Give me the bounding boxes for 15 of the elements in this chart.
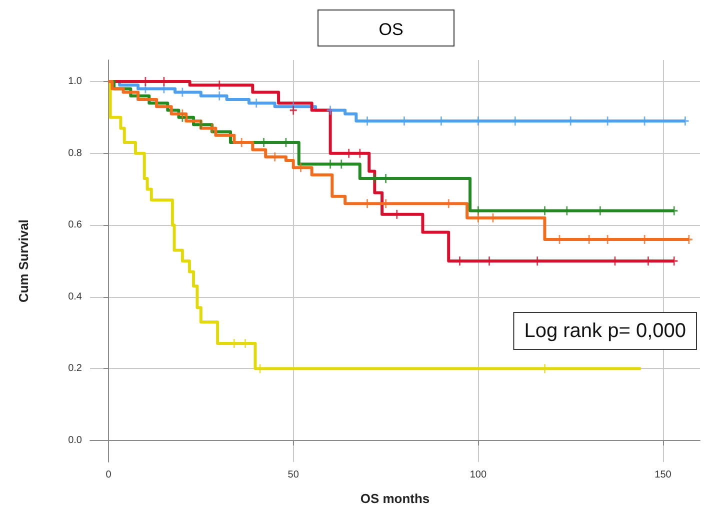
annotation: Log rank p= 0,000 [524,320,686,342]
x-tick-label: 50 [288,470,300,480]
y-tick-label: 0.4 [68,291,82,302]
x-tick-label: 150 [654,470,672,480]
x-tick-label: 100 [470,470,487,480]
chart-title: OS [378,20,404,39]
y-tick-label: 0.8 [68,148,82,159]
x-tick-label: 0 [106,470,112,480]
y-tick-label: 1.0 [68,76,82,88]
x-axis-title: OS months [360,491,430,506]
y-tick-label: 0.6 [68,220,82,231]
y-tick-label: 0.0 [68,434,82,446]
y-tick-label: 0.2 [68,363,82,374]
point [290,106,297,115]
y-axis-title: Cum Survival [16,219,31,303]
